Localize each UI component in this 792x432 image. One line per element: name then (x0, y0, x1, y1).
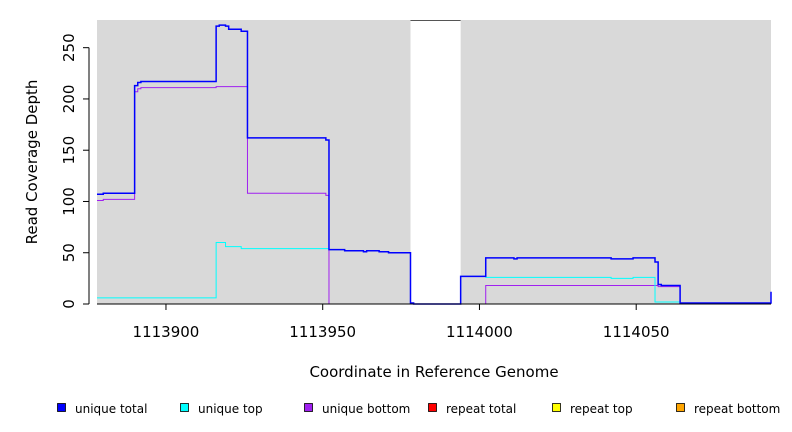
x-tick-label: 1114000 (446, 323, 513, 341)
legend-swatch (676, 403, 685, 412)
x-axis: 1113900 1113950 1114000 1114050 (97, 303, 771, 341)
x-axis-title: Coordinate in Reference Genome (309, 363, 558, 381)
legend: unique total unique top unique bottom repea… (57, 402, 780, 416)
y-tick-label: 50 (60, 243, 78, 262)
legend-label: repeat top (570, 402, 633, 416)
y-tick-label: 150 (60, 136, 78, 165)
series-line-unique-total (97, 24, 772, 305)
legend-label: repeat total (446, 402, 516, 416)
legend-label: unique top (198, 402, 263, 416)
y-tick-label: 0 (60, 299, 78, 309)
y-axis: 0 50 100 150 200 250 (60, 33, 90, 309)
legend-swatch (428, 403, 437, 412)
x-tick-label: 1113900 (133, 323, 200, 341)
legend-swatch (57, 403, 66, 412)
gap-layer (410, 20, 461, 304)
legend-label: unique total (75, 402, 147, 416)
legend-label: unique bottom (322, 402, 410, 416)
x-tick-label: 1113950 (289, 323, 356, 341)
legend-swatch (180, 403, 189, 412)
legend-swatch (552, 403, 561, 412)
y-axis-title: Read Coverage Depth (23, 80, 41, 245)
legend-label: repeat bottom (694, 402, 780, 416)
y-tick-label: 250 (60, 33, 78, 62)
y-tick-label: 200 (60, 85, 78, 114)
gap-region (410, 20, 461, 304)
x-tick-label: 1114050 (603, 323, 670, 341)
legend-swatch (304, 403, 313, 412)
y-tick-label: 100 (60, 187, 78, 216)
